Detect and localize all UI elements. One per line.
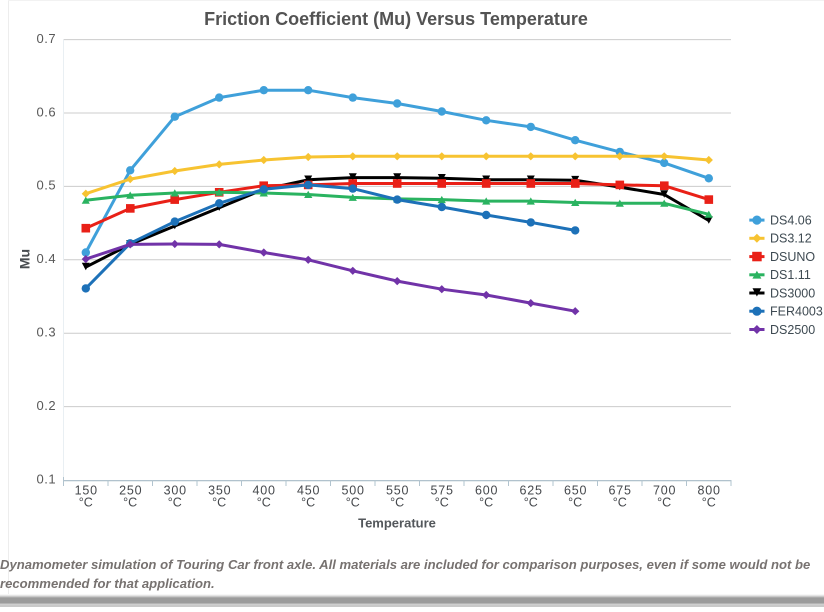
svg-text:DS3000: DS3000 — [770, 286, 815, 300]
svg-text:DS3.12: DS3.12 — [770, 232, 812, 246]
svg-text:Mu: Mu — [16, 249, 32, 269]
svg-text:0.7: 0.7 — [37, 31, 57, 46]
svg-text:500: 500 — [341, 484, 364, 498]
svg-text:°C: °C — [613, 496, 627, 510]
svg-text:°C: °C — [79, 496, 93, 510]
svg-text:°C: °C — [568, 496, 582, 510]
svg-text:°C: °C — [168, 496, 182, 510]
svg-text:150: 150 — [75, 484, 98, 498]
svg-text:DS4.06: DS4.06 — [770, 214, 812, 228]
svg-text:575: 575 — [430, 484, 453, 498]
svg-text:300: 300 — [164, 484, 187, 498]
svg-text:°C: °C — [346, 496, 360, 510]
svg-text:0.4: 0.4 — [37, 251, 57, 266]
svg-text:Temperature: Temperature — [358, 516, 436, 531]
svg-text:°C: °C — [123, 496, 137, 510]
svg-text:°C: °C — [390, 496, 404, 510]
svg-text:0.3: 0.3 — [37, 325, 57, 340]
svg-text:550: 550 — [386, 484, 409, 498]
svg-text:°C: °C — [301, 496, 315, 510]
svg-text:600: 600 — [475, 484, 498, 498]
svg-text:FER4003: FER4003 — [770, 305, 823, 319]
svg-text:800: 800 — [697, 484, 720, 498]
svg-text:°C: °C — [257, 496, 271, 510]
svg-text:400: 400 — [252, 484, 275, 498]
svg-text:°C: °C — [657, 496, 671, 510]
svg-text:°C: °C — [702, 496, 716, 510]
svg-text:450: 450 — [297, 484, 320, 498]
svg-text:0.2: 0.2 — [37, 398, 57, 413]
svg-text:°C: °C — [524, 496, 538, 510]
svg-text:°C: °C — [435, 496, 449, 510]
svg-text:DSUNO: DSUNO — [770, 250, 815, 264]
svg-text:Dynamometer simulation of Tour: Dynamometer simulation of Touring Car fr… — [0, 557, 810, 572]
svg-text:0.5: 0.5 — [37, 178, 57, 193]
svg-text:350: 350 — [208, 484, 231, 498]
svg-text:650: 650 — [564, 484, 587, 498]
svg-text:700: 700 — [653, 484, 676, 498]
svg-text:DS2500: DS2500 — [770, 323, 815, 337]
svg-text:0.6: 0.6 — [37, 104, 57, 119]
svg-text:625: 625 — [519, 484, 542, 498]
svg-text:DS1.11: DS1.11 — [770, 268, 811, 282]
svg-text:250: 250 — [119, 484, 142, 498]
svg-text:Friction Coefficient (Mu) Vers: Friction Coefficient (Mu) Versus Tempera… — [204, 9, 588, 29]
svg-text:°C: °C — [212, 496, 226, 510]
svg-text:recommended for that applicati: recommended for that application. — [0, 576, 215, 591]
svg-text:°C: °C — [479, 496, 493, 510]
svg-text:675: 675 — [608, 484, 631, 498]
svg-text:0.1: 0.1 — [37, 471, 57, 486]
